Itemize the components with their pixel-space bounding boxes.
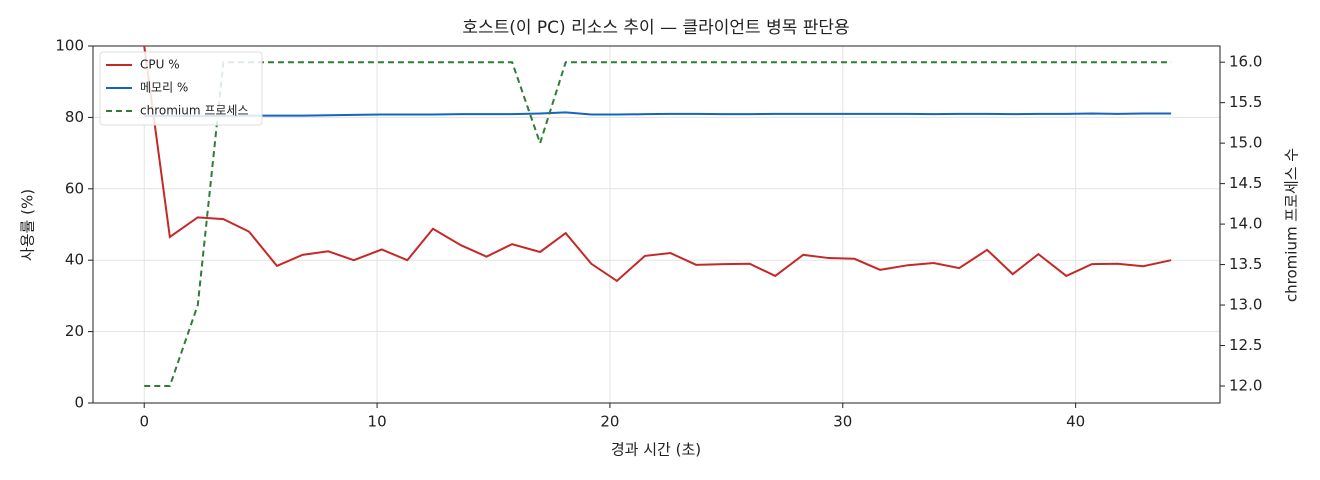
- y2-tick-label: 12.5: [1229, 336, 1262, 354]
- y2-axis-label: chromium 프로세스 수: [1283, 148, 1301, 302]
- y2-tick-label: 14.5: [1229, 174, 1262, 192]
- y-tick-label: 100: [55, 37, 84, 55]
- y2-tick-label: 13.0: [1229, 296, 1262, 314]
- y-tick-label: 60: [65, 179, 84, 197]
- x-tick-label: 20: [600, 413, 619, 431]
- legend-label: 메모리 %: [140, 81, 188, 95]
- series-line: [143, 45, 1172, 283]
- legend: CPU % 메모리 % chromium 프로세스: [99, 51, 263, 126]
- y2-tick-label: 13.5: [1229, 255, 1262, 273]
- y-tick-label: 20: [65, 322, 84, 340]
- y-tick-label: 0: [74, 394, 84, 412]
- x-tick-label: 30: [833, 413, 852, 431]
- legend-box: [99, 51, 263, 126]
- x-axis-label: 경과 시간 (초): [611, 441, 701, 459]
- x-tick-label: 40: [1066, 413, 1085, 431]
- series-line: [144, 111, 1172, 117]
- y2-tick-label: 16.0: [1229, 53, 1262, 71]
- y-tick-label: 80: [65, 108, 84, 126]
- y2-tick-label: 15.5: [1229, 93, 1262, 111]
- plot-frame: [92, 45, 1221, 404]
- y-axis-label: 사용률 (%): [19, 189, 37, 261]
- y2-tick-label: 14.0: [1229, 215, 1262, 233]
- x-tick-label: 10: [368, 413, 387, 431]
- y2-tick-label: 12.0: [1229, 377, 1262, 395]
- x-tick-label: 0: [139, 413, 149, 431]
- chart-title: 호스트(이 PC) 리소스 추이 — 클라이언트 병목 판단용: [462, 18, 849, 38]
- y-tick-label: 40: [65, 251, 84, 269]
- legend-label: chromium 프로세스: [140, 104, 249, 118]
- legend-label: CPU %: [140, 58, 180, 72]
- series-line: [144, 61, 1172, 387]
- y2-tick-label: 15.0: [1229, 134, 1262, 152]
